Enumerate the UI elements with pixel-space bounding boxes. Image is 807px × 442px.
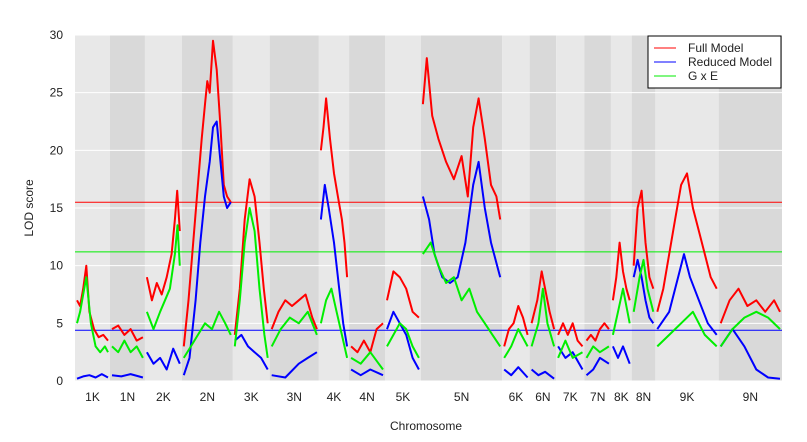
x-tick-label: 4K xyxy=(327,390,342,404)
x-tick-label: 8N xyxy=(636,390,651,404)
x-tick-label: 6K xyxy=(509,390,524,404)
series-segment-6N xyxy=(530,270,556,330)
series-segment-1K xyxy=(76,276,109,354)
series-segment-8K xyxy=(611,241,631,301)
series-segment-8K xyxy=(611,287,631,336)
series-segment-7K xyxy=(557,322,584,348)
series-segment-6K xyxy=(503,328,529,359)
x-tick-label: 3K xyxy=(244,390,259,404)
x-tick-label: 1K xyxy=(85,390,100,404)
series-segment-2K xyxy=(146,347,181,371)
x-tick-label: 8K xyxy=(614,390,629,404)
x-tick-label: 5N xyxy=(454,390,469,404)
series-segment-4K xyxy=(319,97,349,278)
x-axis-title: Chromosome xyxy=(390,419,462,433)
legend-label: G x E xyxy=(688,69,718,83)
series-segment-3K xyxy=(233,178,269,336)
series-segment-8N xyxy=(632,258,655,313)
series-segment-1N xyxy=(111,324,144,342)
series-segment-1N xyxy=(111,339,144,359)
legend-label: Reduced Model xyxy=(688,55,772,69)
y-tick-label: 0 xyxy=(56,374,63,388)
series-full-model xyxy=(76,39,781,354)
gridlines xyxy=(75,34,782,382)
series-segment-5K xyxy=(386,310,420,370)
series-segment-9N xyxy=(719,287,781,324)
series-segment-2K xyxy=(145,189,181,302)
series-segment-2N xyxy=(182,120,232,376)
series-segment-3N xyxy=(270,293,318,330)
y-tick-label: 5 xyxy=(56,316,63,330)
series-segment-4K xyxy=(319,287,349,359)
series-segment-7N xyxy=(585,345,610,359)
series-segment-5K xyxy=(386,322,420,359)
series-segment-9K xyxy=(656,172,718,313)
series-segment-5N xyxy=(422,241,502,347)
x-tick-label: 3N xyxy=(287,390,302,404)
x-tick-label: 9N xyxy=(743,390,758,404)
x-tick-label: 6N xyxy=(535,390,550,404)
series-segment-8N xyxy=(632,258,655,324)
series-segment-3N xyxy=(271,351,318,379)
series-segment-4K xyxy=(319,183,349,347)
series-segment-9K xyxy=(656,253,718,336)
x-tick-label: 7N xyxy=(590,390,605,404)
series-segment-5K xyxy=(386,270,420,319)
x-tick-label: 1N xyxy=(120,390,135,404)
series-segment-3K xyxy=(233,207,269,359)
series-segment-7K xyxy=(557,345,584,370)
series-segment-6K xyxy=(503,366,529,379)
series-segment-7K xyxy=(557,339,584,359)
y-axis-title: LOD score xyxy=(22,179,36,237)
series-segment-9K xyxy=(656,310,718,348)
series-segment-8N xyxy=(632,189,655,290)
series-segment-2N xyxy=(182,39,232,347)
y-axis-ticks: 0 5 10 15 20 25 30 xyxy=(50,28,64,388)
x-tick-label: 2N xyxy=(200,390,215,404)
y-tick-label: 10 xyxy=(50,259,64,273)
series-segment-7N xyxy=(585,356,610,376)
series-segment-6N xyxy=(530,287,556,347)
series-segment-3N xyxy=(270,310,318,347)
series-segment-4N xyxy=(350,368,384,377)
y-tick-label: 15 xyxy=(50,201,64,215)
series-segment-1K xyxy=(76,373,109,380)
series-segment-9N xyxy=(719,310,781,347)
series-segment-6K xyxy=(503,305,529,347)
series-segment-4N xyxy=(350,322,384,354)
x-tick-label: 9K xyxy=(680,390,695,404)
x-tick-label: 2K xyxy=(156,390,171,404)
series-segment-3K xyxy=(234,333,269,370)
x-tick-label: 7K xyxy=(563,390,578,404)
series-segment-8K xyxy=(611,345,631,365)
y-tick-label: 20 xyxy=(50,143,64,157)
x-tick-label: 5K xyxy=(396,390,411,404)
series-segment-4N xyxy=(350,351,384,371)
series-segment-2N xyxy=(182,310,232,359)
series-segment-5N xyxy=(421,57,502,220)
series-reduced-model xyxy=(76,120,781,380)
x-tick-label: 4N xyxy=(359,390,374,404)
y-tick-label: 25 xyxy=(50,86,64,100)
series-g-x-e xyxy=(76,207,781,371)
series-segment-6N xyxy=(530,368,555,380)
x-axis-ticks: 1K 1N 2K 2N 3K 3N 4K 4N 5K 5N 6K 6N 7K 7N 8K 8N 9K 9N xyxy=(85,390,758,404)
series-lines xyxy=(76,39,781,380)
legend-label: Full Model xyxy=(688,41,743,55)
series-segment-2K xyxy=(145,224,181,331)
series-segment-7N xyxy=(585,322,610,342)
y-tick-label: 30 xyxy=(50,28,64,42)
series-segment-1N xyxy=(111,373,144,379)
